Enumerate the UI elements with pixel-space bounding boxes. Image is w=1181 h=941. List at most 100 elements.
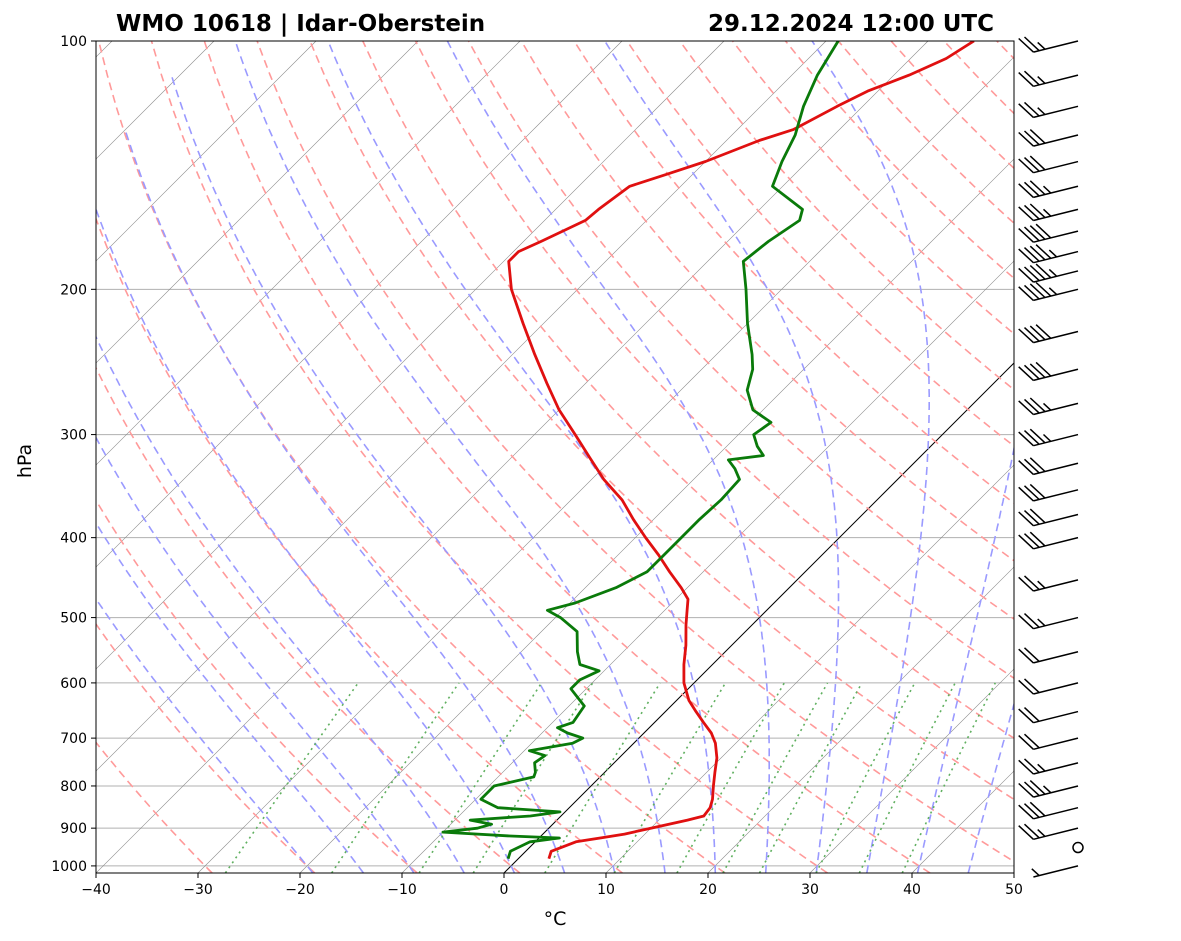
- dry-adiabat-line: [1050, 41, 1181, 873]
- wind-barb-half-flag: [1042, 433, 1052, 442]
- wind-barb-flag: [1023, 758, 1040, 774]
- wind-barb-flag: [1018, 759, 1034, 775]
- moist-adiabat-line: [96, 597, 314, 873]
- wind-barb-half-flag: [1042, 185, 1052, 194]
- wind-barb-flag: [1029, 180, 1046, 196]
- wind-barb-flag: [1029, 245, 1046, 261]
- y-tick-label: 500: [60, 611, 87, 627]
- wind-barb-flag: [1018, 366, 1034, 381]
- mixing-ratio-line: [858, 682, 956, 873]
- wind-barb-flag: [1018, 825, 1034, 840]
- wind-barb-flag: [1029, 264, 1046, 280]
- mixing-ratio-line: [224, 682, 359, 873]
- wind-barb-flag: [1023, 781, 1040, 797]
- wind-barb-flag: [1018, 511, 1034, 527]
- dry-adiabat-line: [573, 41, 1014, 505]
- x-tick-label: 10: [597, 882, 615, 898]
- y-tick-label: 200: [60, 282, 87, 298]
- moist-adiabat-line: [170, 74, 616, 873]
- x-axis-label: °C: [544, 908, 567, 930]
- wind-barb-staff: [1033, 682, 1079, 695]
- wind-barb-flag: [1018, 37, 1034, 53]
- x-tick-label: −40: [81, 882, 111, 898]
- isotherm-line: [809, 668, 1014, 873]
- wind-barb-flag: [1029, 397, 1046, 413]
- wind-barb-flag: [1029, 483, 1046, 499]
- moist-adiabat-line: [124, 129, 566, 873]
- moist-adiabat-line: [96, 207, 516, 873]
- wind-barb-staff: [1033, 250, 1079, 264]
- wind-barb-staff: [1033, 737, 1079, 751]
- wind-barb-staff: [1033, 105, 1079, 119]
- moist-adiabat-line: [446, 41, 770, 873]
- wind-barb-flag: [1018, 400, 1034, 416]
- wind-barb-flag: [1018, 614, 1034, 630]
- wind-barb-flag: [1023, 204, 1040, 220]
- wind-barb-flag: [1023, 284, 1040, 300]
- dry-adiabat-line: [96, 741, 213, 873]
- y-tick-label: 1000: [51, 859, 87, 875]
- wind-barb-flag: [1023, 510, 1040, 525]
- wind-barb-staff: [1033, 616, 1079, 630]
- wind-barb-flag: [1029, 225, 1046, 240]
- moist-adiabat-line: [96, 436, 415, 873]
- isotherm-line: [96, 41, 623, 568]
- chart-title-right: 29.12.2024 12:00 UTC: [708, 11, 994, 37]
- wind-barb-half-flag: [1037, 829, 1046, 837]
- dry-adiabat-line: [203, 41, 931, 873]
- wind-barb-flag: [1035, 244, 1052, 259]
- wind-barb-staff: [1033, 785, 1079, 798]
- dry-adiabat-line: [731, 41, 1014, 335]
- wind-barb-half-flag: [1037, 76, 1046, 84]
- wind-barb-staff: [1033, 40, 1079, 53]
- wind-barb-flag: [1018, 804, 1034, 820]
- wind-barb-flag: [1018, 72, 1034, 87]
- wind-barb-flag: [1018, 708, 1034, 724]
- wind-barb-half-flag: [1042, 402, 1052, 411]
- wind-barb-half-flag: [1048, 268, 1058, 277]
- wind-barb-staff: [1033, 134, 1079, 147]
- wind-barb-half-flag: [1037, 580, 1046, 589]
- wind-barb-half-flag: [1042, 208, 1052, 217]
- dry-adiabat-line: [520, 41, 1014, 562]
- isotherm-line: [197, 56, 1014, 873]
- moist-adiabat-line: [916, 444, 1014, 873]
- y-tick-label: 800: [60, 779, 87, 795]
- wind-barb-flag: [1023, 101, 1040, 117]
- wind-barb-flag: [1018, 648, 1034, 664]
- wind-barb-flag: [1023, 678, 1040, 694]
- wind-barb-staff: [1033, 651, 1079, 664]
- wind-barb-staff: [1033, 160, 1079, 174]
- moist-adiabat-line: [96, 521, 365, 873]
- wind-barb-flag: [1029, 780, 1046, 795]
- wind-barb-half-flag: [1048, 287, 1058, 296]
- wind-barb-staff: [1033, 288, 1079, 302]
- wind-barb-flag: [1023, 364, 1040, 380]
- wind-barb-staff: [1033, 402, 1079, 416]
- wind-barb-half-flag: [1037, 107, 1046, 116]
- wind-barb-flag: [1029, 801, 1046, 817]
- wind-barb-staff: [1033, 185, 1079, 199]
- wind-barb-flag: [1023, 575, 1040, 591]
- isotherm-line: [96, 41, 317, 262]
- y-tick-label: 900: [60, 821, 87, 837]
- mixing-ratio-line: [472, 682, 594, 873]
- wind-barb-flag: [1023, 647, 1040, 662]
- wind-barb-flag: [1029, 283, 1046, 299]
- wind-barb-staff: [1033, 579, 1079, 592]
- wind-barb-flag: [1018, 228, 1034, 243]
- wind-barb-staff: [1033, 208, 1079, 222]
- wind-barb-flag: [1018, 576, 1034, 592]
- dry-adiabat-line: [837, 41, 1014, 225]
- wind-barb-flag: [1023, 733, 1040, 749]
- wind-barb-flag: [1023, 533, 1040, 548]
- wind-barb-staff: [1033, 806, 1079, 820]
- wind-barb-flag: [1029, 363, 1046, 379]
- x-tick-label: −10: [387, 882, 417, 898]
- wind-barb-flag: [1029, 428, 1046, 444]
- wind-barb-staff: [1033, 330, 1079, 344]
- isotherm-line: [96, 41, 725, 670]
- y-tick-label: 100: [60, 34, 87, 50]
- wind-barb-flag: [1023, 823, 1040, 839]
- plot-frame: [95, 40, 1015, 874]
